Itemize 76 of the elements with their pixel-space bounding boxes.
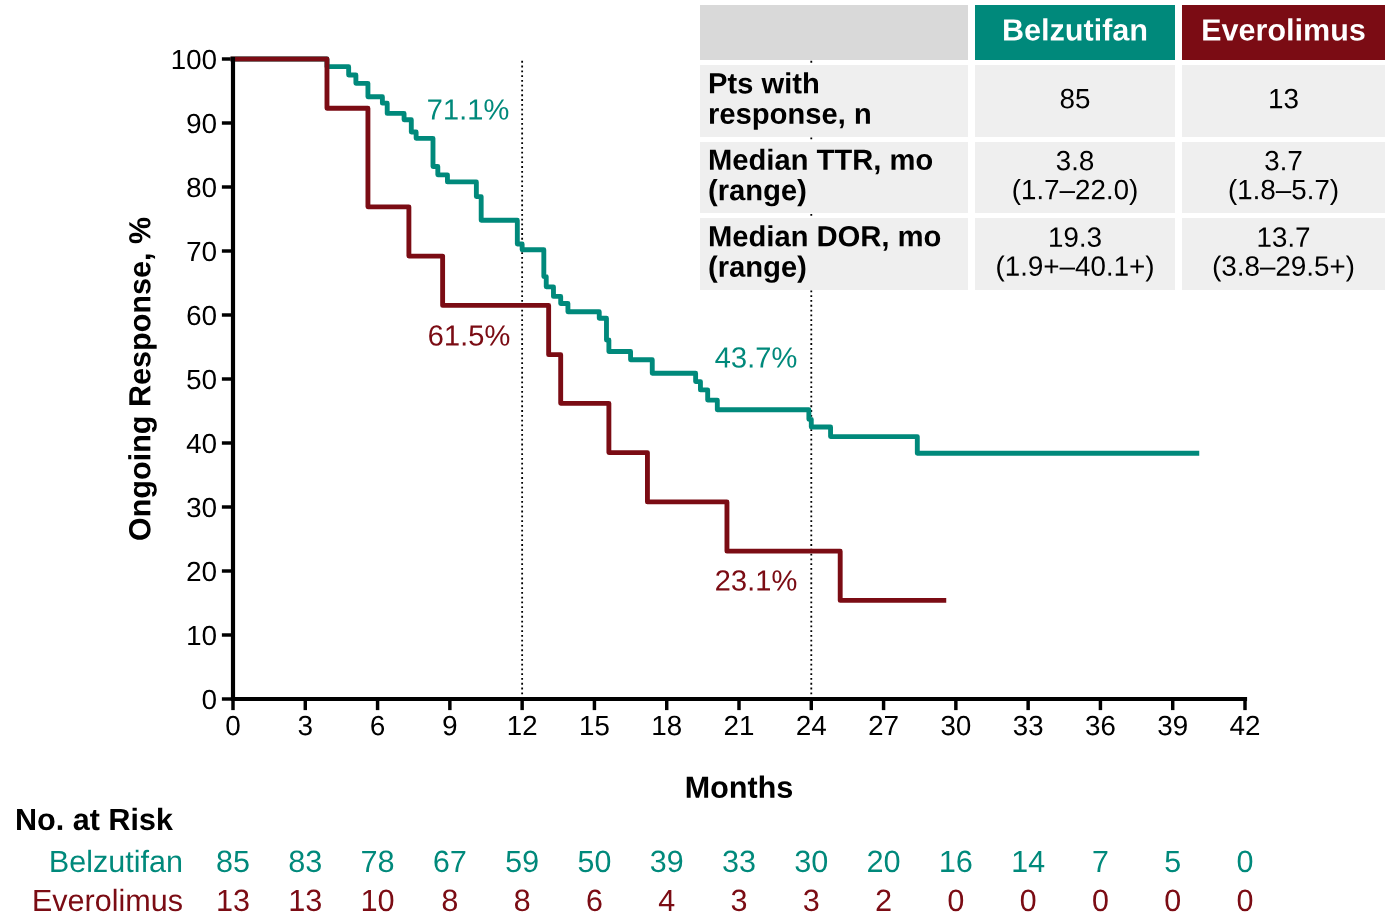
x-tick-label: 30 <box>941 715 971 736</box>
x-tick-label: 39 <box>1158 715 1187 736</box>
y-tick-label: 70 <box>187 241 216 262</box>
text: 0 <box>1093 889 1108 912</box>
x-tick-label: 42 <box>1230 715 1260 736</box>
x-tick-label: 3 <box>298 715 312 736</box>
x-axis-title: Months <box>686 775 793 799</box>
text: Everolimus <box>1203 18 1365 41</box>
x-tick-label: 18 <box>653 715 681 736</box>
y-tick-label: 40 <box>186 433 216 454</box>
y-tick-label: 60 <box>187 305 216 326</box>
annotation: 43.7% <box>715 347 797 368</box>
text: 59 <box>506 850 538 873</box>
text: 13 <box>218 889 249 912</box>
text: 0 <box>1237 850 1253 873</box>
text: 67 <box>434 850 466 873</box>
y-axis-title: Ongoing Response, % <box>128 217 157 540</box>
text: 50 <box>578 850 611 873</box>
annotation: 13.7 (3.8–29.5+) <box>1213 227 1354 282</box>
y-tick-label: 0 <box>202 689 216 710</box>
annotation: 19.3 (1.9+–40.1+) <box>997 227 1153 282</box>
text: 0 <box>1237 889 1253 912</box>
text: 3 <box>731 889 747 912</box>
annotation: 3.7 (1.8–5.7) <box>1229 150 1338 205</box>
text: 5 <box>1165 850 1180 873</box>
annotation: 3.8 (1.7–22.0) <box>1013 150 1137 205</box>
annotation: 85 <box>1060 88 1090 109</box>
text: 8 <box>514 889 530 912</box>
annotation: 23.1% <box>716 570 797 591</box>
text: 85 <box>217 850 249 873</box>
y-tick-label: 90 <box>187 113 216 134</box>
annotation: Pts with response, n <box>709 72 870 130</box>
x-tick-label: 6 <box>371 715 385 736</box>
annotation: Median DOR, mo (range) <box>709 225 941 283</box>
text: Belzutifan <box>1004 18 1147 41</box>
text: 0 <box>948 889 964 912</box>
text: 16 <box>941 850 972 873</box>
text: 0 <box>1020 889 1036 912</box>
y-tick-label: 10 <box>188 625 216 646</box>
x-tick-label: 24 <box>797 715 826 736</box>
y-tick-label: 30 <box>187 497 216 518</box>
x-tick-label: 33 <box>1013 715 1043 736</box>
x-tick-label: 9 <box>443 715 457 736</box>
text: 4 <box>658 889 675 911</box>
text: 10 <box>362 889 394 912</box>
text: 83 <box>289 850 321 873</box>
text: 30 <box>795 850 828 873</box>
text: 78 <box>362 850 394 873</box>
text: Everolimus <box>34 888 182 912</box>
y-tick-label: 100 <box>172 49 216 70</box>
text: 14 <box>1013 850 1045 872</box>
x-tick-label: 12 <box>508 715 537 736</box>
text: No. at Risk <box>17 807 173 831</box>
text: 7 <box>1093 850 1108 872</box>
x-tick-label: 36 <box>1086 715 1115 736</box>
text: 0 <box>1165 889 1181 912</box>
x-tick-label: 27 <box>869 715 898 736</box>
y-tick-label: 80 <box>187 177 216 198</box>
annotation: 71.1% <box>428 99 509 120</box>
annotation: 61.5% <box>429 325 510 346</box>
text: 13 <box>290 889 321 912</box>
text: 8 <box>442 889 458 912</box>
y-tick-label: 50 <box>187 369 216 390</box>
x-tick-label: 15 <box>581 715 609 736</box>
text: 33 <box>723 850 755 873</box>
text: 2 <box>876 889 891 911</box>
text: 6 <box>587 889 602 912</box>
text: Belzutifan <box>51 849 182 873</box>
x-tick-label: 0 <box>226 715 240 736</box>
text: 39 <box>650 850 683 873</box>
x-tick-label: 21 <box>724 715 754 736</box>
text: 3 <box>803 889 819 912</box>
text: 13 <box>1270 88 1298 109</box>
annotation: Median TTR, mo (range) <box>709 148 933 207</box>
text: 20 <box>868 850 900 873</box>
y-tick-label: 20 <box>187 561 216 582</box>
